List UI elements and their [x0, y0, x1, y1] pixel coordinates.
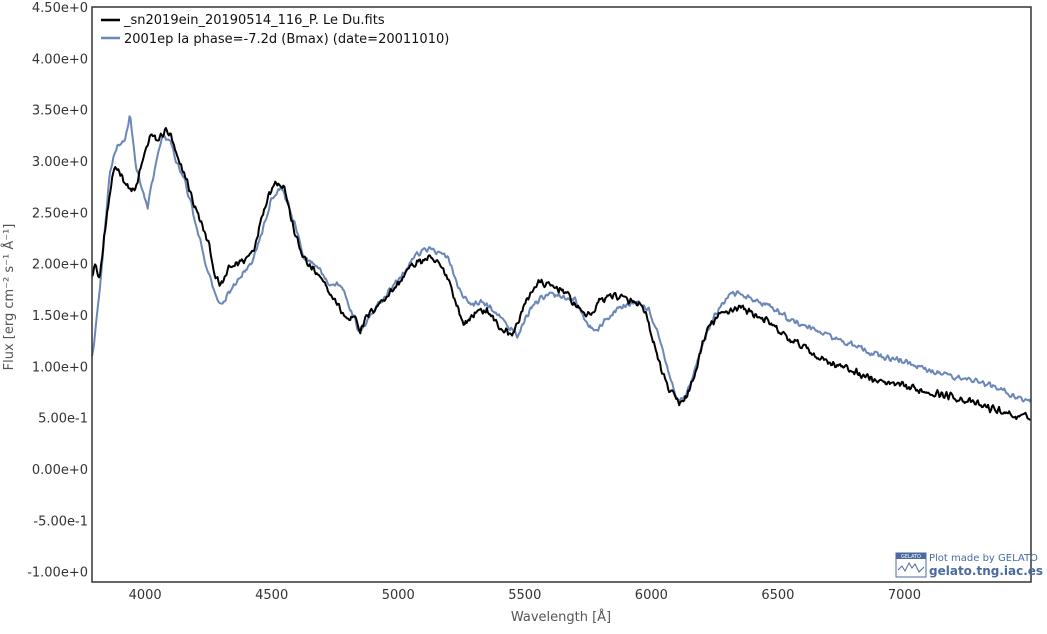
- y-tick-label: -5.00e-1: [33, 514, 88, 529]
- y-tick-label: 0.00e+0: [32, 463, 88, 478]
- y-tick-label: 1.50e+0: [32, 309, 88, 324]
- y-axis-label: Flux [erg cm⁻² s⁻¹ Å⁻¹]: [1, 224, 17, 371]
- legend-label-series-1: _sn2019ein_20190514_116_P. Le Du.fits: [123, 13, 385, 28]
- x-tick-label: 5500: [508, 588, 541, 603]
- x-tick-label: 7000: [888, 588, 921, 603]
- series-line-sn2019ein: [91, 127, 1031, 421]
- y-tick-label: 4.00e+0: [32, 52, 88, 67]
- x-tick-label: 4000: [129, 588, 162, 603]
- x-tick-label: 5000: [382, 588, 415, 603]
- y-tick-label: 2.50e+0: [32, 206, 88, 221]
- y-tick-label: 4.50e+0: [32, 1, 88, 16]
- y-tick-label: 3.00e+0: [32, 155, 88, 170]
- plot-background: [92, 7, 1031, 582]
- gelato-watermark: GELATO Plot made by GELATO gelato.tng.ia…: [895, 552, 1043, 578]
- x-tick-label: 6500: [761, 588, 794, 603]
- y-axis-ticks: -1.00e+0 -5.00e-1 0.00e+0 5.00e-1 1.00e+0 1.5…: [27, 1, 88, 581]
- series-line-2001ep: [91, 115, 1032, 403]
- gelato-logo-curve: [897, 561, 925, 573]
- x-tick-label: 6000: [635, 588, 668, 603]
- y-tick-label: 1.00e+0: [32, 360, 88, 375]
- x-axis-label: Wavelength [Å]: [511, 609, 611, 625]
- x-tick-label: 4500: [255, 588, 288, 603]
- y-tick-label: -1.00e+0: [27, 566, 88, 581]
- series-layer: [91, 115, 1032, 421]
- gelato-logo-text: GELATO: [901, 554, 921, 560]
- gelato-logo-band: [896, 553, 926, 559]
- x-axis-ticks: 4000 4500 5000 5500 6000 6500 7000: [129, 588, 921, 603]
- y-tick-label: 5.00e-1: [38, 412, 88, 427]
- plot-frame: [91, 6, 1032, 583]
- y-tick-label: 3.50e+0: [32, 104, 88, 119]
- gelato-watermark-line2: gelato.tng.iac.es: [929, 564, 1043, 578]
- gelato-watermark-line1: Plot made by GELATO: [929, 553, 1038, 564]
- y-tick-label: 2.00e+0: [32, 258, 88, 273]
- legend-label-series-2: 2001ep Ia phase=-7.2d (Bmax) (date=20011…: [124, 32, 449, 47]
- legend: _sn2019ein_20190514_116_P. Le Du.fits 20…: [101, 13, 449, 47]
